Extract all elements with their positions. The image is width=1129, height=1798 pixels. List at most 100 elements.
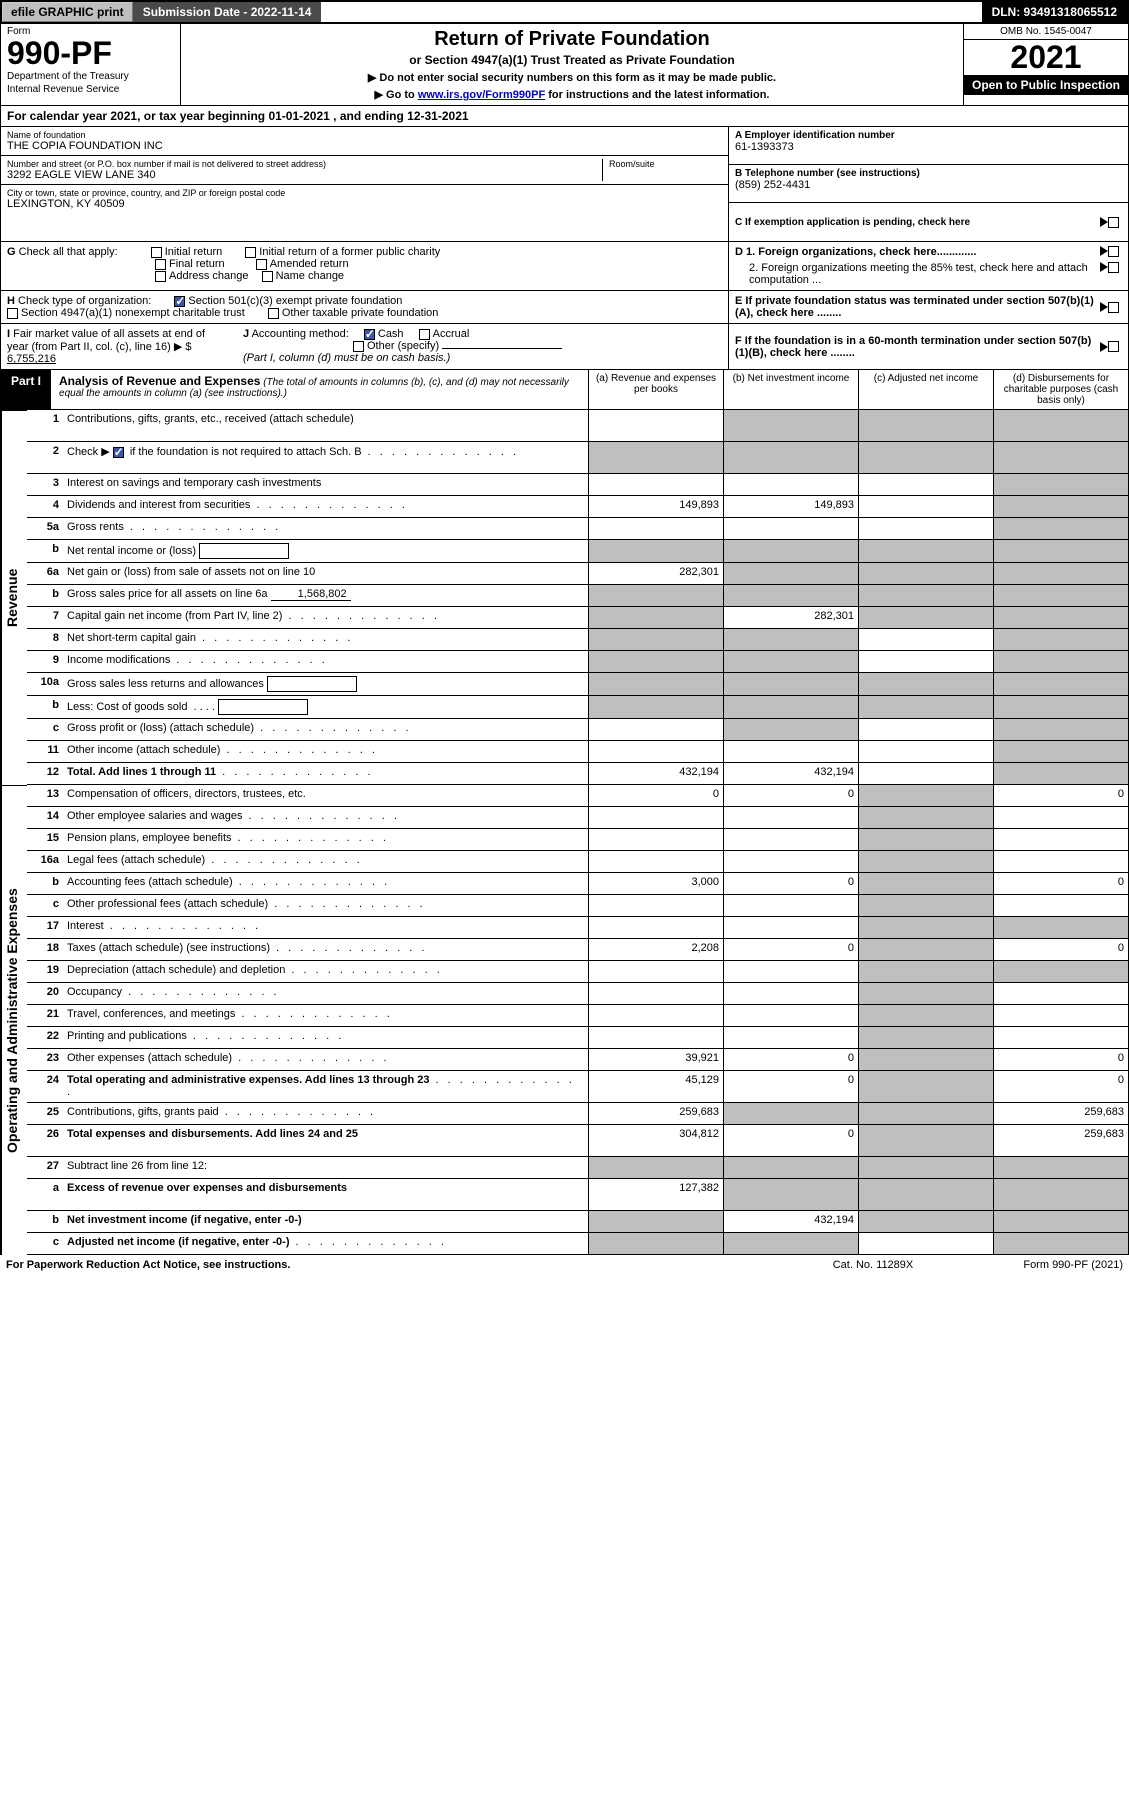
col-a-header: (a) Revenue and expenses per books [588, 370, 723, 409]
addr-label: Number and street (or P.O. box number if… [7, 159, 602, 169]
row-16b: Accounting fees (attach schedule) [63, 873, 588, 894]
omb: OMB No. 1545-0047 [964, 24, 1128, 40]
e-text: E If private foundation status was termi… [735, 295, 1100, 319]
row-25: Contributions, gifts, grants paid [63, 1103, 588, 1124]
footer-left: For Paperwork Reduction Act Notice, see … [6, 1259, 773, 1271]
form-title: Return of Private Foundation [185, 28, 959, 51]
r12-b: 432,194 [723, 763, 858, 784]
r26-d: 259,683 [993, 1125, 1128, 1156]
r13-d: 0 [993, 785, 1128, 806]
arrow-icon [1100, 262, 1108, 272]
row-10c: Gross profit or (loss) (attach schedule) [63, 719, 588, 740]
r23-a: 39,921 [588, 1049, 723, 1070]
row-27: Subtract line 26 from line 12: [63, 1157, 588, 1178]
r6a-a: 282,301 [588, 563, 723, 584]
irs: Internal Revenue Service [7, 84, 174, 95]
row-21: Travel, conferences, and meetings [63, 1005, 588, 1026]
h-lead: H [7, 295, 15, 307]
arrow-icon [1100, 246, 1108, 256]
h-text: Check type of organization: [18, 295, 151, 307]
row-26: Total expenses and disbursements. Add li… [63, 1125, 588, 1156]
note-ssn: ▶ Do not enter social security numbers o… [185, 71, 959, 84]
e-checkbox[interactable] [1108, 302, 1119, 313]
r18-d: 0 [993, 939, 1128, 960]
part1-tag: Part I [1, 370, 51, 409]
dln: DLN: 93491318065512 [982, 2, 1127, 22]
j-cash-checkbox[interactable] [364, 329, 375, 340]
row-16c: Other professional fees (attach schedule… [63, 895, 588, 916]
d1-text: D 1. Foreign organizations, check here..… [735, 246, 1100, 258]
efile-print-button[interactable]: efile GRAPHIC print [2, 2, 133, 22]
f-checkbox[interactable] [1108, 341, 1119, 352]
r4-b: 149,893 [723, 496, 858, 517]
room-label: Room/suite [609, 159, 722, 169]
form-subtitle: or Section 4947(a)(1) Trust Treated as P… [185, 53, 959, 67]
h-e-row: H Check type of organization: Section 50… [0, 291, 1129, 324]
g-initial-former-checkbox[interactable] [245, 247, 256, 258]
g-final-checkbox[interactable] [155, 259, 166, 270]
row-18: Taxes (attach schedule) (see instruction… [63, 939, 588, 960]
ein: 61-1393373 [735, 141, 1122, 153]
d2-text: 2. Foreign organizations meeting the 85%… [735, 262, 1100, 286]
r13-a: 0 [588, 785, 723, 806]
city-label: City or town, state or province, country… [7, 188, 722, 198]
h-4947-checkbox[interactable] [7, 308, 18, 319]
g-address-checkbox[interactable] [155, 271, 166, 282]
page-footer: For Paperwork Reduction Act Notice, see … [0, 1255, 1129, 1275]
row-20: Occupancy [63, 983, 588, 1004]
r26-b: 0 [723, 1125, 858, 1156]
c-checkbox[interactable] [1108, 217, 1119, 228]
h-501c3-checkbox[interactable] [174, 296, 185, 307]
i-lead: I [7, 328, 10, 340]
note-link: ▶ Go to www.irs.gov/Form990PF for instru… [185, 88, 959, 101]
row-10b: Less: Cost of goods sold . . . . [63, 696, 588, 718]
h-opt-2: Section 4947(a)(1) nonexempt charitable … [21, 307, 245, 319]
row-17: Interest [63, 917, 588, 938]
f-text: F If the foundation is in a 60-month ter… [735, 335, 1100, 359]
g-amended-checkbox[interactable] [256, 259, 267, 270]
city-state-zip: LEXINGTON, KY 40509 [7, 198, 722, 210]
r18-a: 2,208 [588, 939, 723, 960]
r23-d: 0 [993, 1049, 1128, 1070]
street-address: 3292 EAGLE VIEW LANE 340 [7, 169, 602, 181]
row-5b: Net rental income or (loss) [63, 540, 588, 562]
row-24: Total operating and administrative expen… [63, 1071, 588, 1102]
row-6b: Gross sales price for all assets on line… [63, 585, 588, 606]
g-opt-1: Initial return of a former public charit… [259, 246, 440, 258]
row-9: Income modifications [63, 651, 588, 672]
j-accrual-checkbox[interactable] [419, 329, 430, 340]
g-opt-2: Final return [169, 258, 225, 270]
j-other-checkbox[interactable] [353, 341, 364, 352]
irs-link[interactable]: www.irs.gov/Form990PF [418, 89, 545, 101]
row-2: Check ▶ if the foundation is not require… [63, 442, 588, 473]
g-d-row: G Check all that apply: Initial return I… [0, 242, 1129, 291]
d2-checkbox[interactable] [1108, 262, 1119, 273]
g-opt-4: Address change [169, 270, 249, 282]
row-15: Pension plans, employee benefits [63, 829, 588, 850]
i-j-f-row: I Fair market value of all assets at end… [0, 324, 1129, 370]
row-3: Interest on savings and temporary cash i… [63, 474, 588, 495]
g-initial-checkbox[interactable] [151, 247, 162, 258]
topbar: efile GRAPHIC print Submission Date - 20… [0, 0, 1129, 24]
footer-form: Form 990-PF (2021) [973, 1259, 1123, 1271]
d1-checkbox[interactable] [1108, 246, 1119, 257]
r16b-d: 0 [993, 873, 1128, 894]
row-11: Other income (attach schedule) [63, 741, 588, 762]
col-d-header: (d) Disbursements for charitable purpose… [993, 370, 1128, 409]
g-opt-0: Initial return [165, 246, 222, 258]
r16b-b: 0 [723, 873, 858, 894]
r25-a: 259,683 [588, 1103, 723, 1124]
r2-checkbox[interactable] [113, 447, 124, 458]
arrow-icon [1100, 302, 1108, 312]
form-number: 990-PF [7, 37, 174, 69]
g-name-checkbox[interactable] [262, 271, 273, 282]
r16b-a: 3,000 [588, 873, 723, 894]
r18-b: 0 [723, 939, 858, 960]
submission-date: Submission Date - 2022-11-14 [133, 2, 322, 22]
r13-b: 0 [723, 785, 858, 806]
row-7: Capital gain net income (from Part IV, l… [63, 607, 588, 628]
revenue-label: Revenue [1, 410, 27, 785]
row-23: Other expenses (attach schedule) [63, 1049, 588, 1070]
h-other-checkbox[interactable] [268, 308, 279, 319]
g-lead: G [7, 246, 16, 258]
